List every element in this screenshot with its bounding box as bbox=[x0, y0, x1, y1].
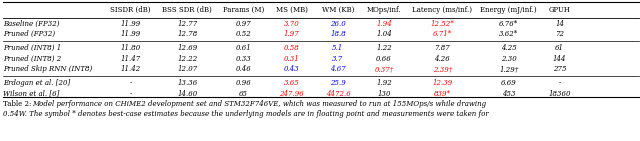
Text: -: - bbox=[129, 90, 132, 98]
Text: 7.87: 7.87 bbox=[435, 44, 450, 52]
Text: Wilson et al. [6]: Wilson et al. [6] bbox=[3, 90, 60, 98]
Text: Table 2:: Table 2: bbox=[3, 101, 34, 109]
Text: 0.33: 0.33 bbox=[236, 55, 251, 63]
Text: 12.52*: 12.52* bbox=[430, 20, 454, 28]
Text: 3.65: 3.65 bbox=[284, 79, 300, 87]
Text: 12.78: 12.78 bbox=[177, 30, 197, 38]
Text: 6.76*: 6.76* bbox=[499, 20, 518, 28]
Text: 4.26: 4.26 bbox=[435, 55, 450, 63]
Text: 13.36: 13.36 bbox=[177, 79, 197, 87]
Text: 2.30: 2.30 bbox=[501, 55, 516, 63]
Text: 0.37†: 0.37† bbox=[374, 65, 394, 73]
Text: Pruned (FP32): Pruned (FP32) bbox=[3, 30, 55, 38]
Text: GPUH: GPUH bbox=[548, 6, 571, 14]
Text: 12.77: 12.77 bbox=[177, 20, 197, 28]
Text: Params (M): Params (M) bbox=[223, 6, 264, 14]
Text: WM (KB): WM (KB) bbox=[322, 6, 354, 14]
Text: 0.54W. The symbol * denotes best-case estimates because the underlying models ar: 0.54W. The symbol * denotes best-case es… bbox=[3, 110, 489, 118]
Text: 0.52: 0.52 bbox=[236, 30, 251, 38]
Text: 0.97: 0.97 bbox=[236, 20, 251, 28]
Text: 11.42: 11.42 bbox=[120, 65, 141, 73]
Text: 26.0: 26.0 bbox=[330, 20, 346, 28]
Text: BSS SDR (dB): BSS SDR (dB) bbox=[163, 6, 212, 14]
Text: 0.31: 0.31 bbox=[284, 55, 300, 63]
Text: SISDR (dB): SISDR (dB) bbox=[110, 6, 151, 14]
Text: 3.70: 3.70 bbox=[284, 20, 300, 28]
Text: -: - bbox=[129, 79, 132, 87]
Text: 72: 72 bbox=[555, 30, 564, 38]
Text: 4.25: 4.25 bbox=[501, 44, 516, 52]
Text: 453: 453 bbox=[502, 90, 516, 98]
Text: 5.1: 5.1 bbox=[332, 44, 344, 52]
Text: 12.22: 12.22 bbox=[177, 55, 197, 63]
Text: Pruned Skip RNN (INT8): Pruned Skip RNN (INT8) bbox=[3, 65, 92, 73]
Text: 247.96: 247.96 bbox=[280, 90, 304, 98]
Text: 0.43: 0.43 bbox=[284, 65, 300, 73]
Text: 1.22: 1.22 bbox=[376, 44, 392, 52]
Text: 4472.6: 4472.6 bbox=[326, 90, 350, 98]
Text: 839*: 839* bbox=[434, 90, 451, 98]
Text: 18.8: 18.8 bbox=[330, 30, 346, 38]
Text: MS (MB): MS (MB) bbox=[276, 6, 308, 14]
Text: 0.61: 0.61 bbox=[236, 44, 251, 52]
Text: 14: 14 bbox=[555, 20, 564, 28]
Text: 0.46: 0.46 bbox=[236, 65, 251, 73]
Text: 12.39: 12.39 bbox=[432, 79, 452, 87]
Text: Energy (mJ/inf.): Energy (mJ/inf.) bbox=[481, 6, 537, 14]
Text: 3.62*: 3.62* bbox=[499, 30, 518, 38]
Text: Erdogan et al. [20]: Erdogan et al. [20] bbox=[3, 79, 70, 87]
Text: 11.80: 11.80 bbox=[120, 44, 141, 52]
Text: 3.7: 3.7 bbox=[332, 55, 344, 63]
Text: Pruned (INT8) 1: Pruned (INT8) 1 bbox=[3, 44, 61, 52]
Text: 0.58: 0.58 bbox=[284, 44, 300, 52]
Text: Latency (ms/inf.): Latency (ms/inf.) bbox=[412, 6, 472, 14]
Text: 0.66: 0.66 bbox=[376, 55, 392, 63]
Text: Pruned (INT8) 2: Pruned (INT8) 2 bbox=[3, 55, 61, 63]
Text: 1.94: 1.94 bbox=[376, 20, 392, 28]
Text: Baseline (FP32): Baseline (FP32) bbox=[3, 20, 60, 28]
Text: 25.9: 25.9 bbox=[330, 79, 346, 87]
Text: 6.71*: 6.71* bbox=[433, 30, 452, 38]
Text: 4.67: 4.67 bbox=[330, 65, 346, 73]
Text: 11.99: 11.99 bbox=[120, 30, 141, 38]
Text: 1.97: 1.97 bbox=[284, 30, 300, 38]
Text: Model performance on CHiME2 development set and STM32F746VE, which was measured : Model performance on CHiME2 development … bbox=[32, 101, 486, 109]
Text: 144: 144 bbox=[553, 55, 566, 63]
Text: 130: 130 bbox=[377, 90, 391, 98]
Text: 1.29†: 1.29† bbox=[499, 65, 518, 73]
Text: MOps/inf.: MOps/inf. bbox=[367, 6, 401, 14]
Text: 0.96: 0.96 bbox=[236, 79, 251, 87]
Text: 61: 61 bbox=[555, 44, 564, 52]
Text: 2.39†: 2.39† bbox=[433, 65, 452, 73]
Text: 275: 275 bbox=[553, 65, 566, 73]
Text: 1.04: 1.04 bbox=[376, 30, 392, 38]
Text: 14.60: 14.60 bbox=[177, 90, 197, 98]
Text: 18360: 18360 bbox=[548, 90, 571, 98]
Text: 6.69: 6.69 bbox=[501, 79, 516, 87]
Text: -: - bbox=[559, 79, 561, 87]
Text: 11.99: 11.99 bbox=[120, 20, 141, 28]
Text: 12.69: 12.69 bbox=[177, 44, 197, 52]
Text: 1.92: 1.92 bbox=[376, 79, 392, 87]
Text: 11.47: 11.47 bbox=[120, 55, 141, 63]
Text: 12.07: 12.07 bbox=[177, 65, 197, 73]
Text: 65: 65 bbox=[239, 90, 248, 98]
